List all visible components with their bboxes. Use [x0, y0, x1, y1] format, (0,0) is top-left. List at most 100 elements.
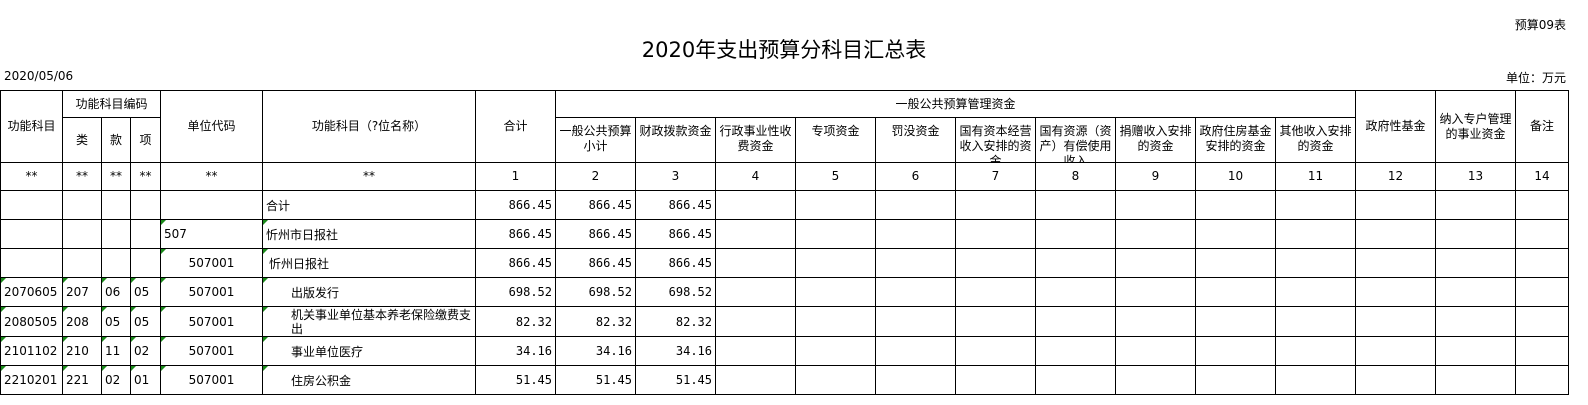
cell-empty[interactable]	[715, 190, 796, 220]
cell-empty[interactable]	[1435, 248, 1516, 278]
cell-kuan[interactable]: 11	[101, 336, 131, 366]
cell-code[interactable]	[0, 219, 63, 249]
cell-fin[interactable]: 866.45	[635, 190, 716, 220]
cell-empty[interactable]	[955, 277, 1036, 307]
cell-lei[interactable]: 210	[62, 336, 102, 366]
cell-empty[interactable]	[1435, 219, 1516, 249]
cell-xiang[interactable]: 02	[130, 336, 161, 366]
cell-name[interactable]: 忻州日报社	[262, 248, 476, 278]
cell-empty[interactable]	[1435, 336, 1516, 366]
cell-empty[interactable]	[1515, 336, 1569, 366]
cell-lei[interactable]	[62, 248, 102, 278]
cell-empty[interactable]	[1035, 306, 1116, 337]
cell-empty[interactable]	[1195, 248, 1276, 278]
cell-unit[interactable]: 507001	[160, 336, 263, 366]
cell-fin[interactable]: 698.52	[635, 277, 716, 307]
cell-lei[interactable]: 221	[62, 365, 102, 395]
cell-empty[interactable]	[1355, 248, 1436, 278]
cell-empty[interactable]	[795, 248, 876, 278]
cell-code[interactable]: 2080505	[0, 306, 63, 337]
cell-name[interactable]: 机关事业单位基本养老保险缴费支出	[262, 306, 476, 337]
cell-empty[interactable]	[1275, 219, 1356, 249]
cell-empty[interactable]	[1515, 248, 1569, 278]
cell-unit[interactable]	[160, 190, 263, 220]
cell-total[interactable]: 34.16	[475, 336, 556, 366]
cell-name[interactable]: 住房公积金	[262, 365, 476, 395]
cell-total[interactable]: 51.45	[475, 365, 556, 395]
cell-sub[interactable]: 82.32	[555, 306, 636, 337]
cell-code[interactable]: 2070605	[0, 277, 63, 307]
cell-empty[interactable]	[1035, 248, 1116, 278]
cell-empty[interactable]	[1195, 365, 1276, 395]
cell-unit[interactable]: 507001	[160, 277, 263, 307]
cell-xiang[interactable]	[130, 190, 161, 220]
cell-kuan[interactable]	[101, 190, 131, 220]
cell-fin[interactable]: 82.32	[635, 306, 716, 337]
cell-empty[interactable]	[1435, 277, 1516, 307]
cell-lei[interactable]: 207	[62, 277, 102, 307]
cell-empty[interactable]	[955, 248, 1036, 278]
cell-empty[interactable]	[795, 336, 876, 366]
cell-sub[interactable]: 866.45	[555, 190, 636, 220]
cell-name[interactable]: 合计	[262, 190, 476, 220]
cell-sub[interactable]: 866.45	[555, 248, 636, 278]
cell-code[interactable]	[0, 248, 63, 278]
cell-empty[interactable]	[1115, 365, 1196, 395]
cell-empty[interactable]	[1435, 190, 1516, 220]
cell-empty[interactable]	[1195, 306, 1276, 337]
cell-sub[interactable]: 866.45	[555, 219, 636, 249]
cell-empty[interactable]	[1435, 365, 1516, 395]
cell-empty[interactable]	[1435, 306, 1516, 337]
cell-empty[interactable]	[1035, 365, 1116, 395]
cell-empty[interactable]	[795, 365, 876, 395]
cell-total[interactable]: 866.45	[475, 190, 556, 220]
cell-fin[interactable]: 34.16	[635, 336, 716, 366]
cell-sub[interactable]: 34.16	[555, 336, 636, 366]
cell-empty[interactable]	[1035, 336, 1116, 366]
cell-code[interactable]: 2210201	[0, 365, 63, 395]
cell-empty[interactable]	[955, 365, 1036, 395]
cell-empty[interactable]	[1515, 277, 1569, 307]
cell-kuan[interactable]: 02	[101, 365, 131, 395]
cell-name[interactable]: 事业单位医疗	[262, 336, 476, 366]
cell-kuan[interactable]	[101, 219, 131, 249]
cell-empty[interactable]	[1275, 336, 1356, 366]
cell-xiang[interactable]: 01	[130, 365, 161, 395]
cell-name[interactable]: 出版发行	[262, 277, 476, 307]
cell-empty[interactable]	[715, 365, 796, 395]
cell-empty[interactable]	[1035, 219, 1116, 249]
cell-empty[interactable]	[1195, 336, 1276, 366]
cell-empty[interactable]	[1115, 277, 1196, 307]
cell-empty[interactable]	[1515, 306, 1569, 337]
cell-total[interactable]: 82.32	[475, 306, 556, 337]
cell-empty[interactable]	[1195, 219, 1276, 249]
cell-empty[interactable]	[795, 219, 876, 249]
cell-empty[interactable]	[1195, 190, 1276, 220]
cell-empty[interactable]	[955, 336, 1036, 366]
cell-empty[interactable]	[875, 306, 956, 337]
cell-total[interactable]: 698.52	[475, 277, 556, 307]
cell-empty[interactable]	[955, 306, 1036, 337]
cell-lei[interactable]	[62, 190, 102, 220]
cell-total[interactable]: 866.45	[475, 219, 556, 249]
cell-xiang[interactable]	[130, 219, 161, 249]
cell-empty[interactable]	[1355, 190, 1436, 220]
cell-empty[interactable]	[955, 219, 1036, 249]
cell-kuan[interactable]	[101, 248, 131, 278]
cell-code[interactable]: 2101102	[0, 336, 63, 366]
cell-empty[interactable]	[875, 277, 956, 307]
cell-name[interactable]: 忻州市日报社	[262, 219, 476, 249]
cell-empty[interactable]	[1355, 365, 1436, 395]
cell-lei[interactable]: 208	[62, 306, 102, 337]
cell-empty[interactable]	[795, 306, 876, 337]
cell-empty[interactable]	[1355, 219, 1436, 249]
cell-xiang[interactable]	[130, 248, 161, 278]
cell-empty[interactable]	[1515, 219, 1569, 249]
cell-code[interactable]	[0, 190, 63, 220]
cell-empty[interactable]	[955, 190, 1036, 220]
cell-empty[interactable]	[715, 248, 796, 278]
cell-empty[interactable]	[1275, 365, 1356, 395]
cell-unit[interactable]: 507001	[160, 365, 263, 395]
cell-empty[interactable]	[875, 248, 956, 278]
cell-kuan[interactable]: 06	[101, 277, 131, 307]
